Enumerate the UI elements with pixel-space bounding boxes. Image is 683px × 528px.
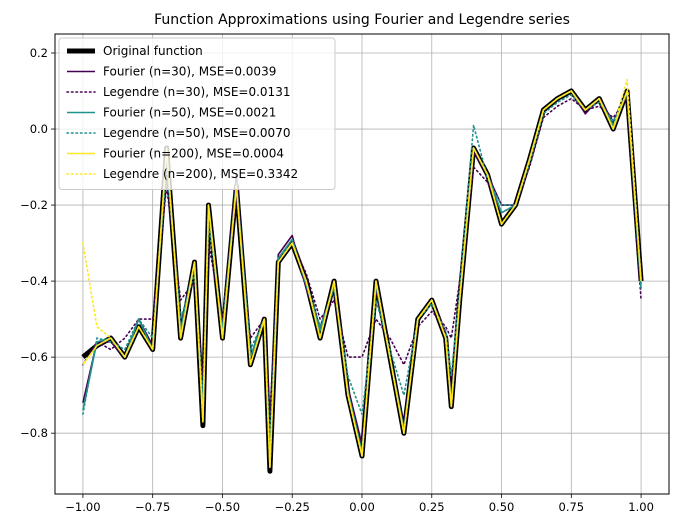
x-axis: −1.00 −0.75 −0.50 −0.25 0.00 0.25 0.50 0.75 1.00 bbox=[65, 494, 654, 514]
x-tick-label: 0.00 bbox=[349, 500, 375, 514]
x-tick-label: 0.75 bbox=[559, 500, 585, 514]
series-line-3 bbox=[82, 97, 642, 416]
chart-title: Function Approximations using Fourier an… bbox=[154, 12, 570, 28]
x-tick-label: 0.25 bbox=[419, 500, 445, 514]
x-tick-label: −0.25 bbox=[275, 500, 310, 514]
legend-label: Original function bbox=[103, 44, 203, 58]
x-tick-label: 0.50 bbox=[489, 500, 515, 514]
series-line-5 bbox=[82, 94, 642, 442]
y-tick-label: 0.0 bbox=[30, 122, 48, 136]
legend-label: Legendre (n=50), MSE=0.0070 bbox=[103, 126, 290, 140]
y-tick-label: −0.4 bbox=[20, 274, 48, 288]
x-tick-label: −0.50 bbox=[205, 500, 240, 514]
x-tick-label: 1.00 bbox=[628, 500, 654, 514]
legend-label: Fourier (n=50), MSE=0.0021 bbox=[103, 106, 276, 120]
legend: Original function Fourier (n=30), MSE=0.0… bbox=[58, 37, 336, 190]
x-tick-label: −1.00 bbox=[65, 500, 100, 514]
series-layer bbox=[81, 78, 644, 474]
y-axis: 0.2 0.0 −0.2 −0.4 −0.6 −0.8 bbox=[20, 46, 55, 440]
y-tick-label: −0.2 bbox=[20, 198, 48, 212]
legend-label: Legendre (n=200), MSE=0.3342 bbox=[103, 167, 298, 181]
legend-label: Fourier (n=30), MSE=0.0039 bbox=[103, 65, 276, 79]
y-tick-label: −0.6 bbox=[20, 350, 48, 364]
y-tick-label: 0.2 bbox=[30, 46, 48, 60]
legend-label: Legendre (n=30), MSE=0.0131 bbox=[103, 85, 290, 99]
legend-label: Fourier (n=200), MSE=0.0004 bbox=[103, 147, 284, 161]
series-line-7 bbox=[82, 78, 642, 469]
x-tick-label: −0.75 bbox=[135, 500, 170, 514]
legend-box bbox=[58, 37, 336, 190]
y-tick-label: −0.8 bbox=[20, 426, 48, 440]
